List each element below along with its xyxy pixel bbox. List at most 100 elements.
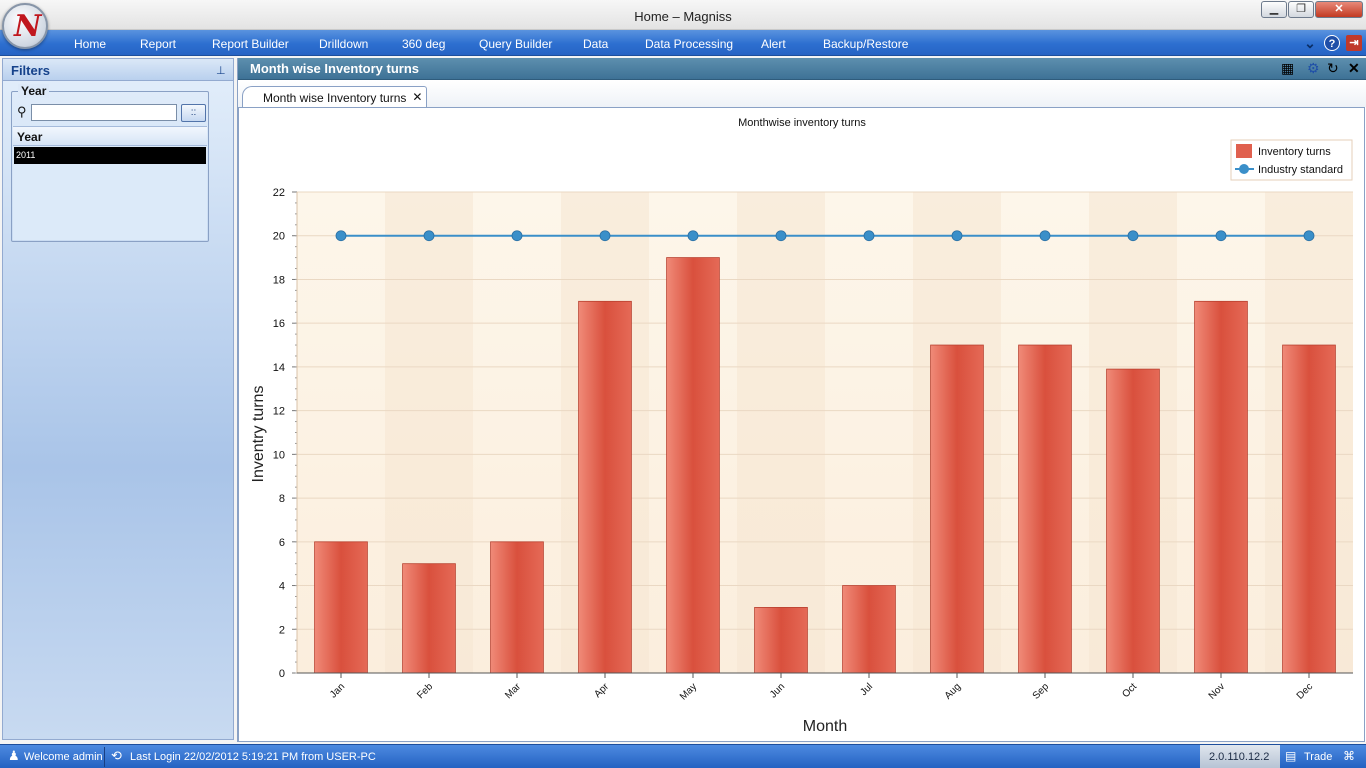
industry-standard-point-feb[interactable] <box>423 230 435 242</box>
filters-title: Filters <box>11 63 51 78</box>
version-text: 2.0.110.12.2 <box>1209 751 1270 763</box>
trade-label[interactable]: Trade <box>1304 751 1333 763</box>
bar-aug[interactable] <box>930 344 984 674</box>
help-icon[interactable]: ? <box>1324 35 1340 51</box>
chart-area: 0 2 4 6 8 10 12 14 16 18 20 22 Jan Feb Mar Apr May Jun Jul… <box>238 107 1365 742</box>
inventory-chart: 0 2 4 6 8 10 12 14 16 18 20 22 Jan Feb Mar Apr May Jun Jul… <box>250 117 1353 735</box>
industry-standard-point-jun[interactable] <box>775 230 787 242</box>
bar-oct[interactable] <box>1106 368 1160 674</box>
welcome-text: Welcome admin <box>24 751 103 763</box>
tab-month-wise-inventory-turns[interactable]: Month wise Inventory turns ✕ <box>242 86 428 108</box>
maximize-button[interactable]: ❐ <box>1288 1 1314 18</box>
year-search-button[interactable]: :: <box>181 104 206 122</box>
industry-standard-point-apr[interactable] <box>599 230 611 242</box>
version-box <box>1200 745 1280 768</box>
bar-feb[interactable] <box>402 563 456 674</box>
line-layer <box>335 230 1315 242</box>
y-tick-label: 4 <box>279 581 285 593</box>
window-title: Home – Magniss <box>634 9 732 24</box>
chart-settings-icon[interactable]: ⚙ <box>1307 60 1320 76</box>
menu-home[interactable]: Home <box>74 37 107 51</box>
chart-legend: Inventory turns Industry standard <box>1230 139 1353 181</box>
main-header: Month wise Inventory turns ▦ ⚙ ↻ ✕ <box>238 58 1366 80</box>
y-tick-label: 2 <box>279 624 285 636</box>
chevron-down-icon[interactable]: ⌄ <box>1304 35 1316 51</box>
industry-standard-point-mar[interactable] <box>511 230 523 242</box>
y-tick-label: 22 <box>273 187 285 199</box>
year-group-label: Year <box>18 84 50 98</box>
pin-icon[interactable]: ⊥ <box>216 65 226 77</box>
year-list-header[interactable]: Year <box>13 127 207 146</box>
y-tick-label: 6 <box>279 537 285 549</box>
x-tick-label: Apr <box>592 681 611 700</box>
menu-query-builder[interactable]: Query Builder <box>479 37 553 51</box>
bar-apr[interactable] <box>578 300 632 674</box>
minimize-button[interactable]: ▁ <box>1261 1 1287 18</box>
x-tick-label: Feb <box>415 681 435 701</box>
y-tick-label: 12 <box>273 406 285 418</box>
chart-title: Monthwise inventory turns <box>738 117 866 129</box>
menu-report-builder[interactable]: Report Builder <box>212 37 289 51</box>
menu-drilldown[interactable]: Drilldown <box>319 37 369 51</box>
user-icon: ♟ <box>8 748 20 763</box>
main-panel: Month wise Inventory turns ▦ ⚙ ↻ ✕ Month… <box>237 58 1366 742</box>
bar-nov[interactable] <box>1194 300 1248 674</box>
title-bar: Home – Magniss ▁ ❐ ✕ <box>0 0 1366 30</box>
industry-standard-point-jul[interactable] <box>863 230 875 242</box>
industry-standard-point-may[interactable] <box>687 230 699 242</box>
legend-swatch-industry-standard <box>1239 164 1249 174</box>
bar-sep[interactable] <box>1018 344 1072 674</box>
x-tick-label: Jul <box>858 681 875 698</box>
bar-jan[interactable] <box>314 541 368 674</box>
y-tick-label: 0 <box>279 668 285 680</box>
year-list-item[interactable]: 2011 <box>14 147 206 164</box>
exit-icon[interactable]: ⇥ <box>1346 35 1362 51</box>
tab-close-icon[interactable]: ✕ <box>412 90 423 104</box>
x-tick-label: Nov <box>1207 681 1227 701</box>
y-tick-label: 8 <box>279 493 285 505</box>
menu-360-deg[interactable]: 360 deg <box>402 37 446 51</box>
page-title: Month wise Inventory turns <box>250 61 420 76</box>
bar-may[interactable] <box>666 257 720 674</box>
x-tick-label: Sep <box>1031 681 1052 702</box>
close-window-button[interactable]: ✕ <box>1315 1 1363 18</box>
legend-label-inventory-turns: Inventory turns <box>1258 146 1331 158</box>
industry-standard-point-oct[interactable] <box>1127 230 1139 242</box>
year-list: Year 2011 <box>13 126 207 240</box>
bar-jul[interactable] <box>842 585 896 674</box>
last-login-text: Last Login 22/02/2012 5:19:21 PM from US… <box>130 751 376 763</box>
filters-header: Filters ⊥ <box>3 59 233 81</box>
network-icon: ⌘ <box>1343 749 1355 763</box>
industry-standard-point-dec[interactable] <box>1303 230 1315 242</box>
close-icon[interactable]: ✕ <box>1348 60 1360 76</box>
refresh-icon[interactable]: ↻ <box>1327 60 1339 76</box>
x-tick-label: Oct <box>1120 681 1139 700</box>
y-tick-label: 10 <box>273 449 285 461</box>
search-icon: ⚲ <box>17 104 27 119</box>
filters-panel: Filters ⊥ Year ⚲ :: Year 2011 <box>2 58 234 740</box>
bar-jun[interactable] <box>754 607 808 674</box>
bar-mar[interactable] <box>490 541 544 674</box>
login-icon: ⟲ <box>111 748 122 763</box>
year-search-input[interactable] <box>31 104 177 121</box>
x-tick-label: Jan <box>328 681 347 700</box>
menu-report[interactable]: Report <box>140 37 177 51</box>
y-axis-label: Inventry turns <box>250 386 267 483</box>
industry-standard-point-sep[interactable] <box>1039 230 1051 242</box>
menu-data-processing[interactable]: Data Processing <box>645 37 734 51</box>
grid-icon[interactable]: ▦ <box>1281 60 1295 76</box>
industry-standard-point-jan[interactable] <box>335 230 347 242</box>
year-filter-group: Year ⚲ :: Year 2011 <box>11 84 209 242</box>
status-divider <box>104 747 105 767</box>
industry-standard-point-nov[interactable] <box>1215 230 1227 242</box>
x-axis-label: Month <box>803 718 847 735</box>
status-bar: ♟ Welcome admin ⟲ Last Login 22/02/2012 … <box>0 744 1366 768</box>
industry-standard-point-aug[interactable] <box>951 230 963 242</box>
y-tick-label: 14 <box>273 362 285 374</box>
app-logo[interactable]: N <box>2 3 48 49</box>
menu-bar: Home Report Report Builder Drilldown 360… <box>0 30 1366 56</box>
menu-backup-restore[interactable]: Backup/Restore <box>823 37 909 51</box>
menu-data[interactable]: Data <box>583 37 609 51</box>
menu-alert[interactable]: Alert <box>761 37 786 51</box>
bar-dec[interactable] <box>1282 344 1336 674</box>
